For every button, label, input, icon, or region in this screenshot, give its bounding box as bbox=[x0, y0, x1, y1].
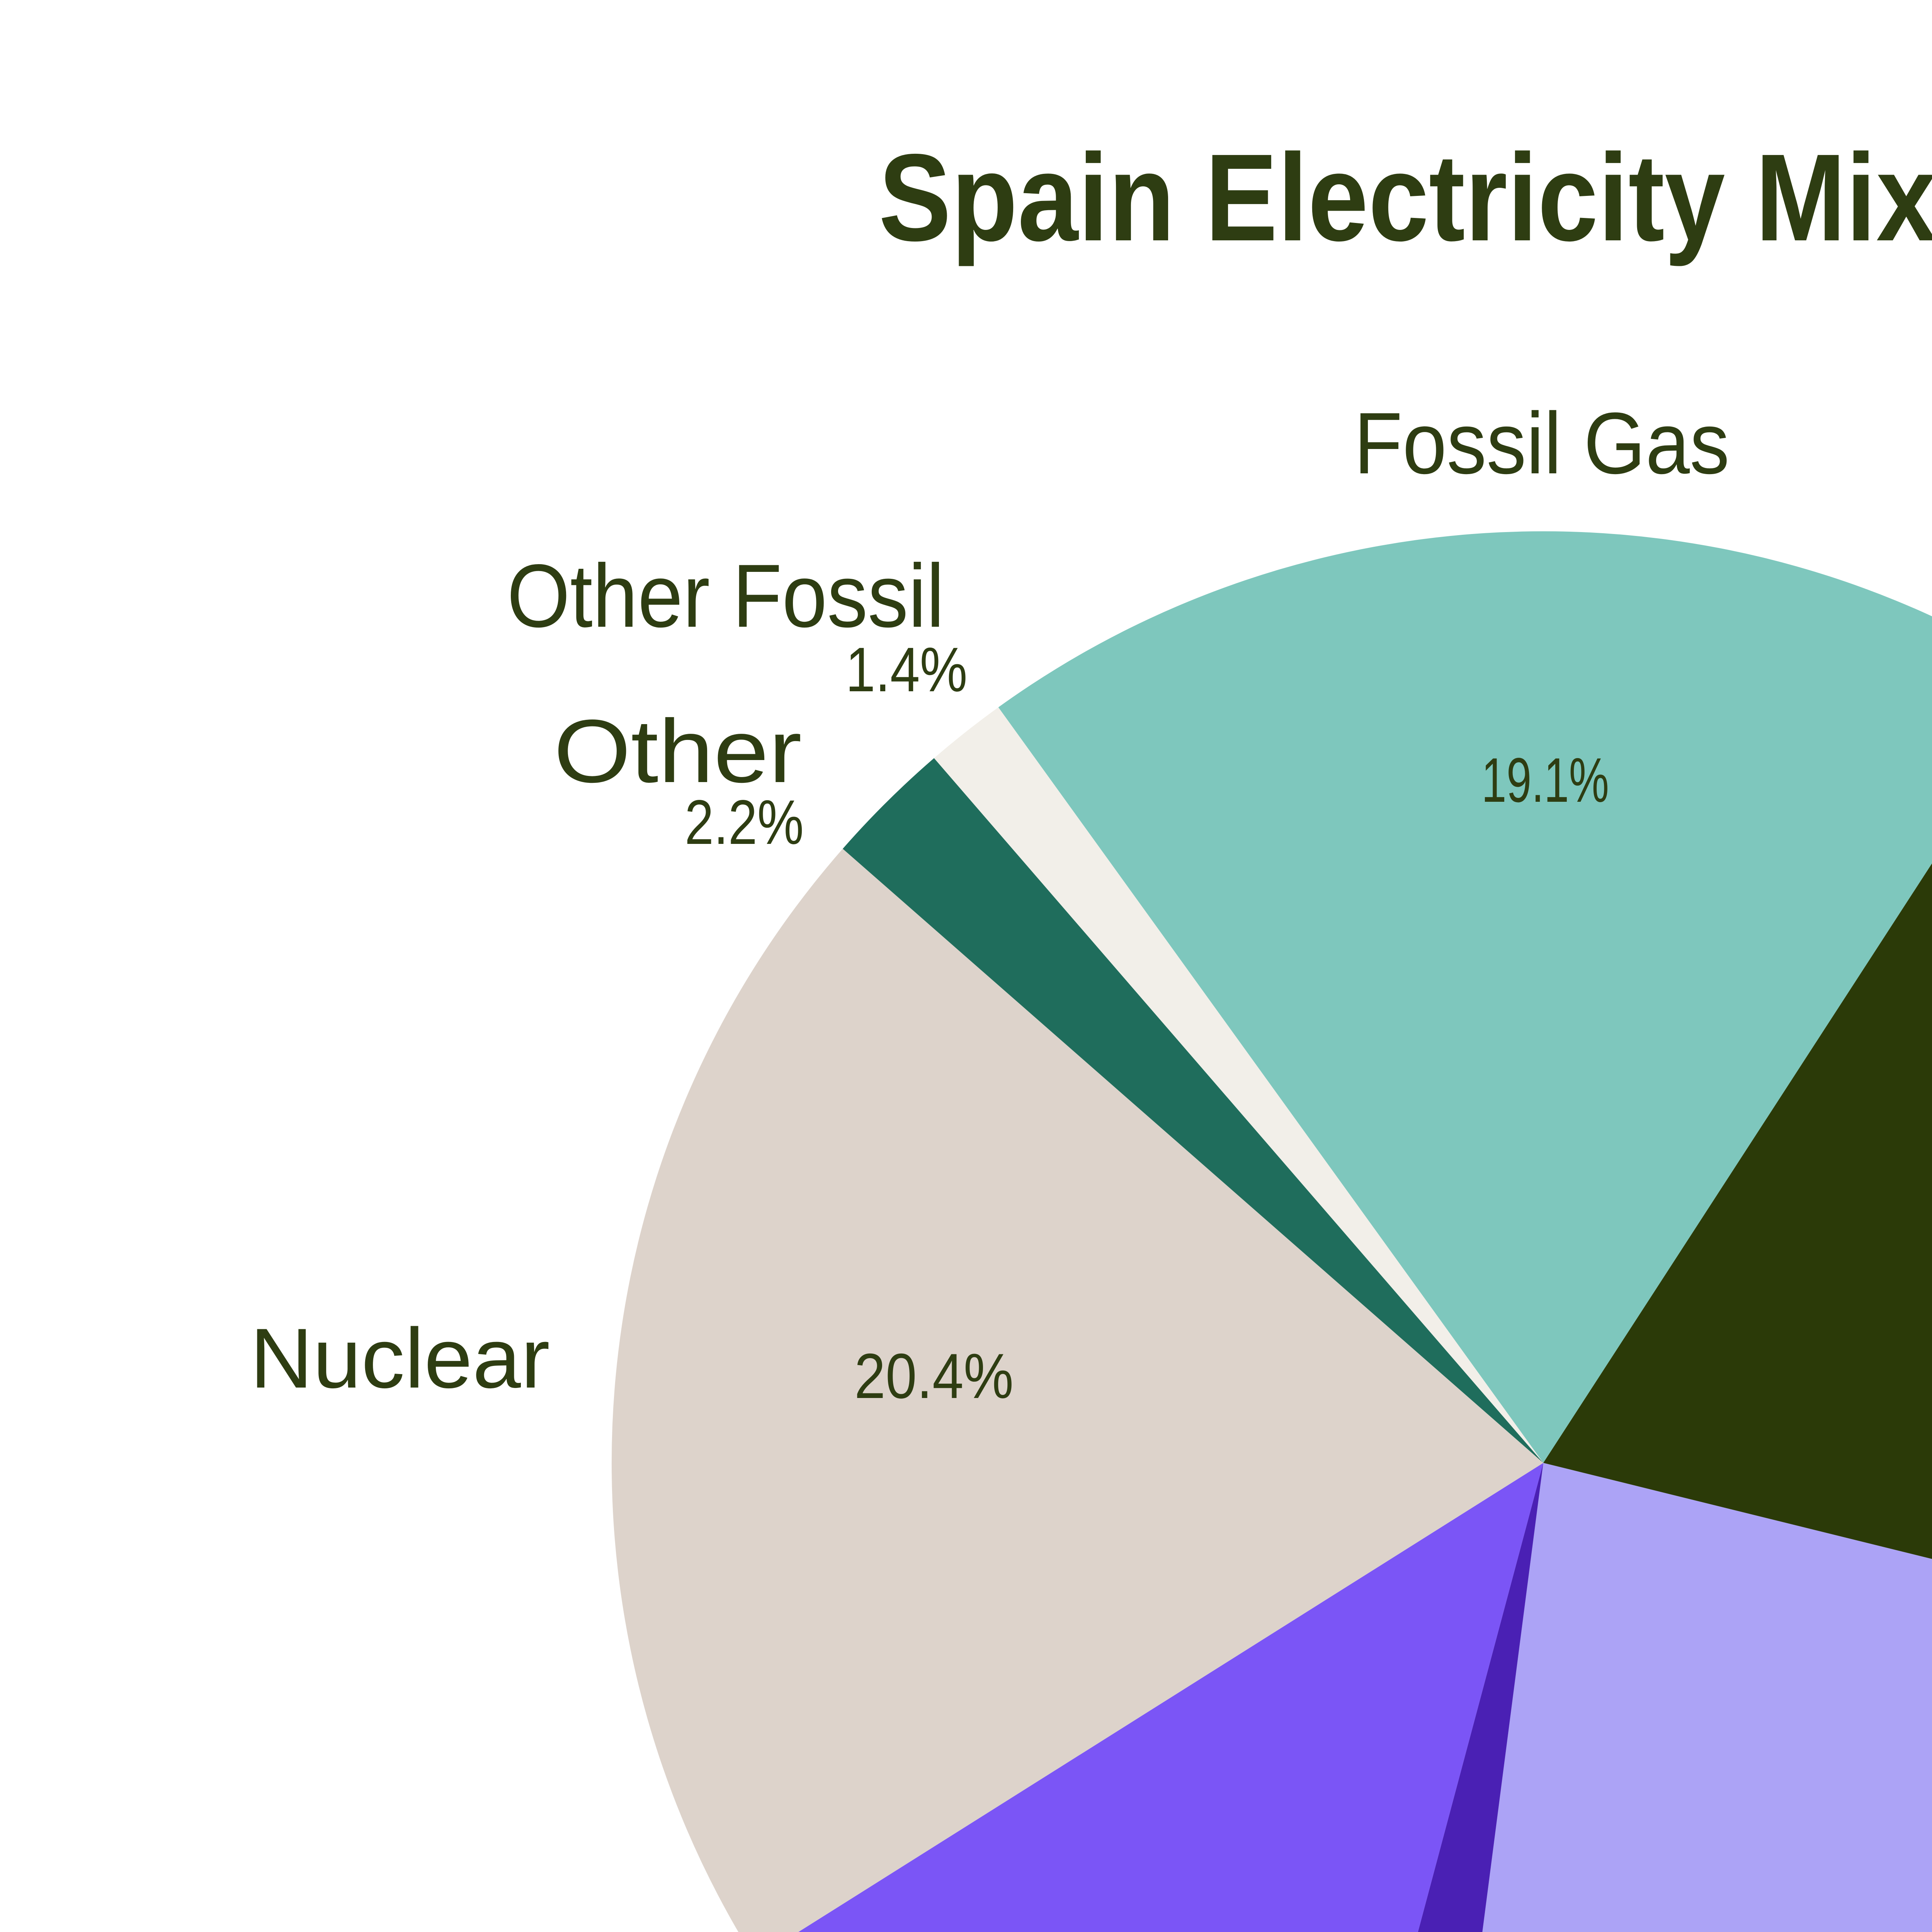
svg-text:Other Fossil: Other Fossil bbox=[507, 546, 944, 646]
svg-text:Spain Electricity Mix (2024): Spain Electricity Mix (2024) bbox=[879, 128, 1932, 267]
svg-text:Other: Other bbox=[554, 701, 802, 801]
svg-text:1.4%: 1.4% bbox=[846, 634, 968, 705]
svg-text:Fossil Gas: Fossil Gas bbox=[1354, 394, 1730, 492]
svg-text:19.1%: 19.1% bbox=[1481, 745, 1609, 815]
svg-text:20.4%: 20.4% bbox=[854, 1340, 1014, 1412]
svg-text:Nuclear: Nuclear bbox=[250, 1311, 550, 1406]
svg-text:2.2%: 2.2% bbox=[685, 787, 804, 857]
